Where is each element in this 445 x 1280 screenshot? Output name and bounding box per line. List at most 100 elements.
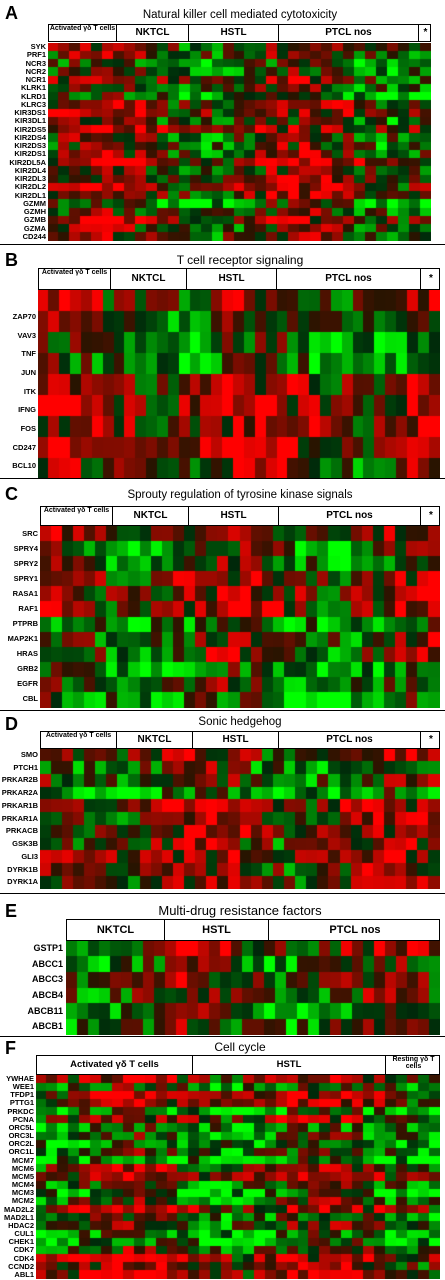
gene-label: MCM4 [11,1180,34,1190]
gene-label: HRAS [16,649,38,658]
gene-label: PTPRB [12,619,38,628]
gene-label: GZMA [23,223,46,233]
group-label: PTCL nos [277,269,421,289]
panel-d: D Sonic hedgehog Activated γδ T cells NK… [0,712,445,894]
gene-label: PRKAR2A [1,788,38,798]
group-label: Resting γδ T cells [392,1056,435,1071]
gene-label: KLRD1 [20,91,46,101]
gene-label: ORC3L [8,1131,34,1141]
gene-label: KIR2DL2 [14,182,46,192]
heatmap [40,526,440,708]
panel-title: Natural killer cell mediated cytotoxicit… [142,9,338,21]
gene-label: MAD2L2 [3,1204,34,1214]
gene-label: GSK3B [12,839,38,849]
gene-label: JUN [20,368,36,377]
gene-label: MAP2K1 [7,634,38,643]
gene-label: CD244 [22,231,46,241]
gene-label: BCL10 [12,461,36,471]
gene-label: PRF1 [26,50,46,60]
gene-label: IFNG [18,405,36,415]
group-header: Activated γδ T cells NKTCL HSTL PTCL nos… [38,268,440,290]
gene-label: NCR1 [25,75,46,84]
gene-label: KLRK1 [20,83,46,93]
group-label: PTCL nos [329,924,381,936]
gene-label: KIR3DS1 [14,108,46,117]
gene-label: GZMH [23,207,46,216]
panel-letter: D [5,714,18,734]
group-label: * [423,27,428,38]
gene-label: ABCC3 [31,974,63,985]
gene-label: CBL [22,694,38,703]
gene-label: KIR2DL3 [14,174,46,183]
gene-label: MCM6 [11,1163,34,1173]
gene-label: KIR3DL1 [14,116,46,126]
panel-title: T cell receptor signaling [176,253,304,267]
group-label: NKTCL [113,507,189,525]
gene-label: ORC1L [8,1147,34,1157]
gene-label: GSTP1 [33,943,63,953]
group-header: NKTCL HSTL PTCL nos [66,919,440,941]
panel-e: E Multi-drug resistance factors NKTCL HS… [0,895,445,1037]
gene-label: NCR3 [25,58,46,68]
group-label: Activated γδ T cells [39,269,111,289]
gene-label: VAV3 [17,330,36,340]
group-label: HSTL [193,732,279,748]
group-label: Activated γδ T cells [37,1056,193,1074]
panel-title: Sprouty regulation of tyrosine kinase si… [127,489,353,501]
gene-label: PRKACB [5,826,38,836]
gene-label: CDK7 [13,1245,34,1255]
gene-label: PCNA [12,1114,34,1124]
gene-label: TFDP1 [10,1090,34,1100]
divider [0,1036,445,1037]
gene-label: GZMB [23,215,46,225]
gene-label: CCND2 [8,1261,34,1271]
gene-label: CD247 [12,442,36,452]
gene-label: KIR2DS3 [14,141,46,150]
heatmap [66,941,440,1035]
gene-label: ABCB4 [31,990,63,1000]
gene-label: CDK4 [13,1253,34,1263]
gene-label: SMO [20,750,38,759]
divider [0,710,445,711]
gene-label: PRKAR1B [1,800,38,810]
group-label: * [429,510,433,521]
gene-label: RAF1 [18,604,38,613]
gene-label: GLI3 [21,851,38,861]
panel-title: Sonic hedgehog [198,716,282,728]
gene-label: PTCH1 [13,762,38,772]
divider [0,478,445,479]
group-label: NKTCL [111,269,187,289]
panel-title: Cell cycle [214,1040,266,1054]
heatmap [40,749,440,889]
gene-label: KIR2DS4 [14,132,46,142]
gene-label: MCM3 [11,1188,34,1198]
gene-label: PRKDC [7,1106,34,1116]
group-label: PTCL nos [279,507,421,525]
gene-label: MCM5 [11,1171,34,1181]
group-header: Activated γδ T cells NKTCL HSTL PTCL nos… [48,24,431,42]
panel-letter: B [5,250,18,270]
gene-label: SPRY2 [13,559,38,568]
gene-label: ITK [23,386,36,396]
group-label: HSTL [165,920,269,940]
gene-label: KIR2DS1 [14,149,46,159]
gene-label: CUL1 [14,1229,34,1239]
gene-label: PTTG1 [9,1098,34,1108]
group-label: HSTL [189,25,279,41]
gene-label: MAD2L1 [3,1212,34,1222]
group-label: PTCL nos [279,25,419,41]
panel-letter: A [5,3,18,23]
gene-label: GRB2 [17,664,38,673]
group-label: * [429,734,433,745]
gene-label: CHEK1 [8,1237,34,1247]
group-header: Activated γδ T cells HSTL Resting γδ T c… [36,1055,440,1075]
gene-label: ABCC1 [31,958,63,969]
gene-label: DYRK1B [7,864,38,874]
group-label: * [429,273,433,284]
panel-title: Multi-drug resistance factors [158,903,322,918]
heatmap [36,1075,440,1279]
gene-label: RASA1 [12,589,38,598]
group-label: PTCL nos [279,732,421,748]
gene-label: NCR2 [25,66,46,76]
gene-label: PRKAR1A [1,813,38,823]
